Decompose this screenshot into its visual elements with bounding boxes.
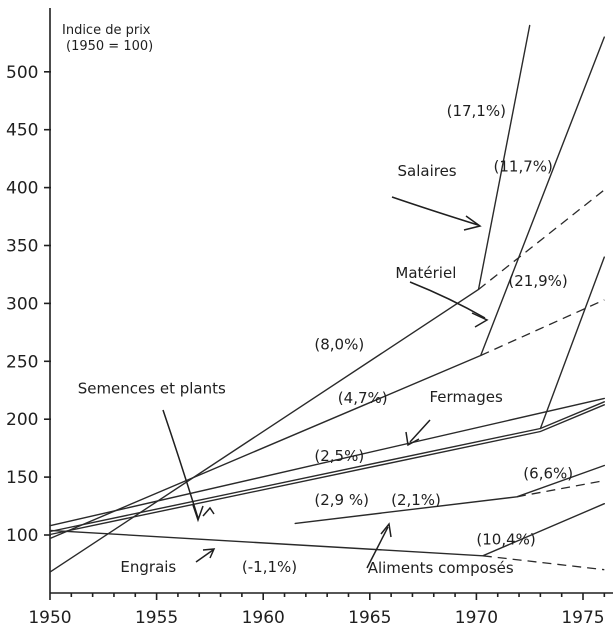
arrow-head-materiel — [471, 312, 489, 328]
chart-title: Indice de prix — [62, 23, 151, 38]
annotation-label: Salaires — [398, 162, 457, 180]
annotation-label: (4,7%) — [338, 389, 388, 407]
annotation-label: Aliments composés — [368, 559, 514, 577]
arrow-head-engrais — [202, 548, 216, 559]
arrow-salaires — [391, 196, 479, 226]
annotation-label: Fermages — [430, 388, 503, 406]
projection-layer — [478, 189, 605, 571]
arrow-head-aliments — [380, 522, 392, 538]
annotation-label: Matériel — [395, 264, 456, 282]
arrow-engrais — [195, 549, 214, 563]
arrow-semences — [162, 409, 199, 519]
tick-mark-semences — [202, 506, 215, 517]
annotation-label: (2,9 %) — [314, 491, 369, 509]
y-tick-label: 100 — [6, 526, 38, 546]
annotation-label: (11,7%) — [494, 157, 553, 175]
arrow-materiel — [409, 281, 486, 319]
annotation-label: (17,1%) — [447, 102, 506, 120]
arrow-head-fermages — [405, 431, 420, 447]
x-tick-label: 1955 — [135, 608, 178, 628]
pointer-arrows — [162, 196, 489, 569]
annotation-label: (10,4%) — [476, 530, 535, 548]
annotation-label: (6,6%) — [523, 464, 573, 482]
annotation-label: (2,1%) — [391, 491, 441, 509]
annotation-label: Engrais — [120, 558, 176, 576]
annotation-layer: Salaires Matériel Semences et plants Fermag… — [78, 102, 573, 577]
y-tick-label: 150 — [6, 468, 38, 488]
annotation-label: (8,0%) — [314, 336, 364, 354]
projection-line — [516, 479, 605, 498]
x-tick-label: 1965 — [348, 608, 391, 628]
projection-line — [480, 299, 605, 357]
y-tick-label: 200 — [6, 410, 38, 430]
y-tick-label: 300 — [6, 294, 38, 314]
x-ticks: 1950 1955 1960 1965 1970 1975 — [28, 593, 606, 628]
y-tick-label: 400 — [6, 179, 38, 199]
annotation-label: (-1,1%) — [242, 558, 297, 576]
arrow-head-semences — [192, 504, 204, 523]
x-tick-label: 1970 — [455, 608, 498, 628]
projection-line — [478, 189, 605, 291]
x-tick-label: 1975 — [561, 608, 604, 628]
arrow-head-salaires — [463, 215, 482, 231]
x-tick-label: 1960 — [242, 608, 285, 628]
series-line-semences-et-plants — [49, 397, 605, 527]
annotation-label: (21,9%) — [508, 272, 567, 290]
arrow-aliments — [366, 526, 389, 569]
annotation-label: Semences et plants — [78, 380, 226, 398]
series-line-fermages-double — [49, 404, 605, 536]
y-tick-label: 250 — [6, 352, 38, 372]
series-line-unnamed-6 — [539, 256, 605, 430]
annotation-label: (2,5%) — [314, 447, 364, 465]
y-tick-label: 500 — [6, 63, 38, 83]
y-tick-label: 450 — [6, 121, 38, 141]
x-tick-label: 1950 — [28, 608, 71, 628]
y-ticks: 100 150 200 250 300 350 400 450 500 — [6, 63, 51, 546]
chart-subtitle: (1950 = 100) — [66, 39, 153, 54]
y-tick-label: 350 — [6, 237, 38, 257]
arrow-fermages — [409, 419, 431, 443]
projection-line — [482, 555, 605, 571]
